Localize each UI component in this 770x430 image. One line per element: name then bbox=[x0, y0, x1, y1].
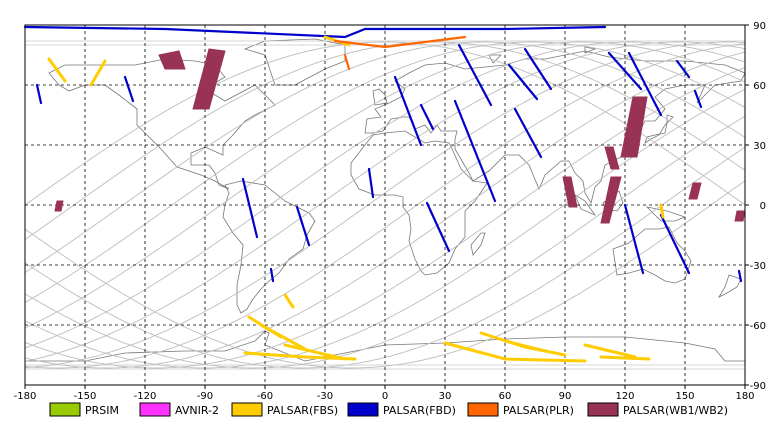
swath-strip bbox=[393, 75, 423, 147]
swath-strip bbox=[599, 355, 651, 361]
legend-label: PALSAR(FBS) bbox=[267, 404, 338, 417]
legend-swatch bbox=[139, 402, 171, 417]
x-tick-label: -150 bbox=[74, 391, 97, 402]
legend-label: AVNIR-2 bbox=[175, 404, 219, 417]
swath-strip bbox=[503, 339, 547, 353]
swath-strip bbox=[453, 99, 497, 203]
land-outline bbox=[243, 38, 346, 86]
legend: PRSIM AVNIR-2 PALSAR(FBS) PALSAR(FBD) PALSAR… bbox=[49, 402, 728, 417]
x-tick-label: -90 bbox=[197, 391, 213, 402]
swath-strip bbox=[259, 323, 307, 351]
swath-wb bbox=[192, 48, 226, 110]
y-tick-label: 0 bbox=[760, 201, 766, 212]
swath-strip bbox=[295, 205, 311, 247]
swath-wb bbox=[158, 50, 186, 70]
swath-strip bbox=[367, 167, 375, 199]
y-tick-label: 90 bbox=[753, 21, 766, 32]
swath-strip bbox=[333, 35, 467, 49]
swath-strip bbox=[343, 53, 351, 71]
legend-swatch bbox=[467, 402, 499, 417]
swath-strip bbox=[457, 43, 493, 107]
x-tick-label: -30 bbox=[317, 391, 333, 402]
legend-swatch bbox=[347, 402, 379, 417]
swath-wb bbox=[54, 200, 64, 212]
x-tick-label: 30 bbox=[439, 391, 452, 402]
legend-swatch bbox=[587, 402, 619, 417]
y-tick-label: -30 bbox=[750, 261, 766, 272]
land-outline bbox=[584, 46, 597, 54]
legend-label: PALSAR(PLR) bbox=[503, 404, 574, 417]
swath-strip bbox=[607, 51, 643, 91]
swath-strip bbox=[693, 89, 703, 109]
x-tick-label: -180 bbox=[14, 391, 37, 402]
swath-strip bbox=[623, 203, 645, 275]
x-axis-ticks: -180 -150 -120 -90 -60 -30 0 30 60 90 120 150 180 bbox=[14, 385, 755, 402]
land-outline bbox=[644, 114, 674, 144]
swath-strip bbox=[89, 59, 107, 87]
land-outline bbox=[222, 180, 316, 314]
swath-strip bbox=[523, 47, 553, 91]
swath-strip bbox=[507, 63, 539, 101]
x-tick-label: 60 bbox=[499, 391, 512, 402]
y-tick-label: -90 bbox=[750, 381, 766, 392]
legend-label: PALSAR(FBD) bbox=[383, 404, 456, 417]
swath-wb bbox=[562, 176, 578, 208]
swath-strip bbox=[269, 267, 275, 283]
swath-wb bbox=[600, 176, 622, 224]
y-axis-ticks: 90 60 30 0 -30 -60 -90 bbox=[745, 21, 766, 392]
lat-lon-grid bbox=[25, 25, 745, 385]
x-tick-label: -60 bbox=[257, 391, 273, 402]
swath-strip bbox=[659, 213, 691, 275]
legend-swatch bbox=[231, 402, 263, 417]
swath-strip bbox=[659, 203, 665, 219]
x-tick-label: 0 bbox=[382, 391, 388, 402]
land-outline bbox=[470, 232, 486, 256]
swath-strip bbox=[513, 107, 543, 159]
swath-wb bbox=[604, 146, 620, 170]
legend-label: PRSIM bbox=[85, 404, 119, 417]
swath-wb bbox=[734, 210, 746, 222]
x-tick-label: 180 bbox=[735, 391, 754, 402]
land-outline bbox=[574, 194, 597, 216]
swath-strip bbox=[47, 57, 67, 83]
swath-strip bbox=[627, 51, 663, 117]
swath-strip bbox=[241, 177, 259, 239]
x-tick-label: 90 bbox=[559, 391, 572, 402]
swath-strip bbox=[675, 59, 691, 79]
y-tick-label: 30 bbox=[753, 141, 766, 152]
y-tick-label: -60 bbox=[750, 321, 766, 332]
swath-strip bbox=[23, 25, 607, 39]
swath-strip bbox=[283, 343, 347, 361]
swath-strip bbox=[35, 83, 43, 105]
swath-strip bbox=[425, 201, 451, 253]
swath-strip bbox=[419, 103, 435, 131]
swath-strip bbox=[283, 293, 295, 309]
x-tick-label: 120 bbox=[615, 391, 634, 402]
swath-strip bbox=[443, 341, 587, 363]
legend-swatch bbox=[49, 402, 81, 417]
swath-strip bbox=[123, 75, 135, 103]
swath-layer bbox=[23, 25, 746, 363]
y-tick-label: 60 bbox=[753, 81, 766, 92]
swath-wb bbox=[620, 96, 648, 158]
x-tick-label: 150 bbox=[675, 391, 694, 402]
legend-label: PALSAR(WB1/WB2) bbox=[623, 404, 728, 417]
x-tick-label: -120 bbox=[134, 391, 157, 402]
land-outline bbox=[350, 130, 488, 276]
swath-wb bbox=[688, 182, 702, 200]
swath-strip bbox=[737, 269, 743, 283]
land-outline bbox=[645, 206, 687, 222]
swath-strip bbox=[583, 343, 637, 359]
